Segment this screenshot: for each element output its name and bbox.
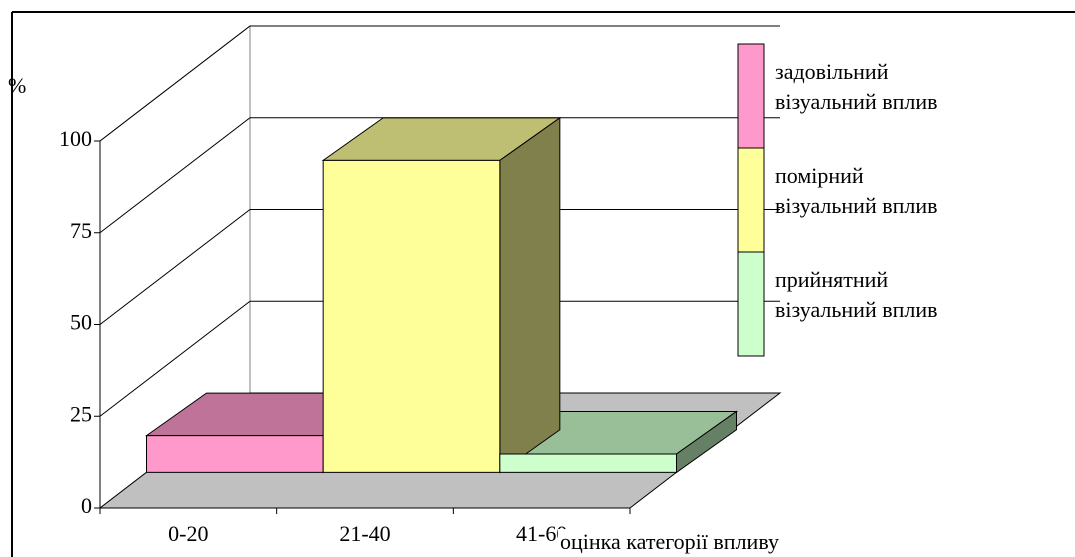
- grid-line: [99, 25, 780, 142]
- legend-swatch: [737, 251, 765, 357]
- legend-label: задовільний візуальний вплив: [775, 59, 938, 114]
- bar: [146, 435, 324, 473]
- x-tick-label: 0-20: [168, 521, 208, 546]
- legend-swatch: [737, 43, 765, 149]
- y-tick-label: 0: [81, 493, 92, 518]
- legend-label-line: прийнятний: [775, 267, 888, 292]
- grid-line: [99, 117, 780, 234]
- legend-label: помірний візуальний вплив: [775, 163, 938, 218]
- grid-line: [99, 300, 780, 417]
- legend-label-line: задовільний: [775, 59, 889, 84]
- bar-side: [499, 116, 561, 474]
- y-tick-label: 25: [70, 401, 92, 426]
- y-tick-label: 100: [59, 126, 92, 151]
- legend-label: прийнятний візуальний вплив: [775, 267, 938, 322]
- bar: [499, 453, 678, 473]
- legend-label-line: візуальний вплив: [775, 193, 938, 218]
- y-tick-label: 75: [70, 218, 92, 243]
- y-tick-label: 50: [70, 310, 92, 335]
- y-axis-label: %: [8, 73, 26, 98]
- x-tick-label: 21-40: [339, 521, 390, 546]
- legend-swatch: [737, 147, 765, 253]
- legend-label-line: візуальний вплив: [775, 89, 938, 114]
- legend-label-line: помірний: [775, 163, 864, 188]
- legend-label-line: візуальний вплив: [775, 297, 938, 322]
- bar: [322, 159, 501, 473]
- grid-line: [99, 209, 780, 325]
- x-axis-label-bg: [558, 529, 781, 555]
- x-axis-label: оцінка категорії впливу: [560, 529, 779, 554]
